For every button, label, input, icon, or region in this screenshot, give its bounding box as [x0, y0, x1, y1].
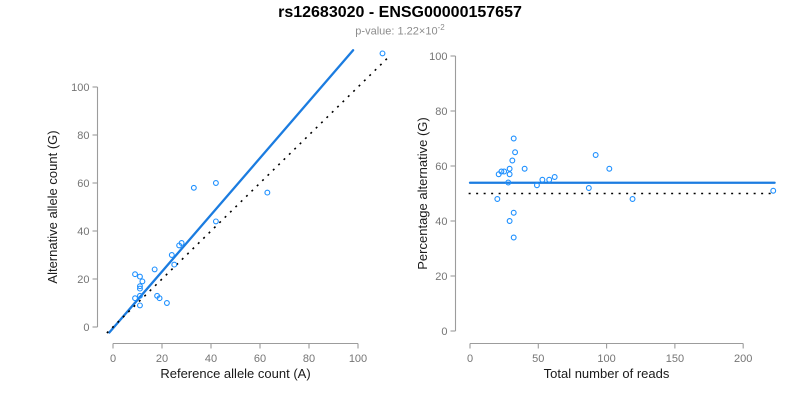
y-axis-tick-label: 40 — [435, 216, 447, 228]
data-point — [190, 184, 197, 191]
data-point — [171, 261, 178, 268]
y-axis-tick-label: 80 — [435, 106, 447, 118]
data-point — [137, 285, 143, 292]
y-axis-tick-label: 80 — [77, 130, 89, 142]
x-axis-tick-label: 80 — [303, 353, 315, 365]
x-axis-tick-label: 50 — [532, 353, 544, 365]
data-point — [137, 283, 143, 290]
data-point — [512, 149, 519, 156]
y-axis-tick-label: 100 — [71, 82, 89, 94]
x-axis-tick-label: 0 — [467, 353, 473, 365]
left-plot-axes: 0 20 40 60 80 100 0 20 40 60 80 100 — [71, 82, 367, 365]
data-point — [506, 165, 513, 172]
right-plot: 0 50 100 150 200 0 20 40 60 80 100 Total number of… — [415, 51, 777, 381]
left-plot-lines — [106, 49, 390, 334]
data-point — [137, 302, 143, 309]
data-point — [139, 278, 146, 285]
data-point — [505, 179, 512, 186]
data-point — [592, 152, 599, 158]
data-point — [151, 266, 158, 273]
pvalue-text: p-value: 1.22×10 — [355, 25, 438, 38]
data-point — [212, 218, 219, 225]
data-point — [629, 196, 636, 202]
identity-y-equals-x-line — [106, 56, 390, 334]
x-axis-tick-label: 60 — [254, 353, 266, 365]
data-point — [585, 185, 592, 191]
data-point — [137, 273, 143, 280]
regression-fit-line — [108, 49, 355, 334]
data-point — [510, 135, 517, 142]
plot-subtitle: p-value: 1.22×10-2 — [0, 23, 800, 38]
left-plot-x-axis-title: Reference allele count (A) — [160, 366, 310, 381]
data-point — [510, 234, 517, 241]
data-point — [156, 295, 163, 302]
data-point — [498, 168, 505, 175]
y-axis-tick-label: 40 — [77, 226, 89, 238]
x-axis-tick-label: 40 — [205, 353, 217, 365]
y-axis-tick-label: 100 — [429, 51, 447, 63]
data-point — [606, 165, 613, 172]
x-axis-tick-label: 20 — [156, 353, 168, 365]
x-axis-tick-label: 200 — [734, 353, 752, 365]
pvalue-exponent: -2 — [437, 23, 445, 32]
right-plot-lines — [468, 181, 776, 195]
x-axis-tick-label: 0 — [110, 353, 116, 365]
data-point — [506, 171, 513, 178]
right-plot-x-axis-title: Total number of reads — [544, 366, 670, 381]
data-point — [494, 196, 501, 202]
data-point — [509, 157, 516, 164]
data-point — [132, 271, 139, 278]
left-plot-points — [132, 50, 386, 309]
plot-title: rs12683020 - ENSG00000157657 — [278, 4, 522, 21]
data-point — [163, 300, 170, 306]
data-point — [539, 176, 546, 183]
y-axis-tick-label: 60 — [77, 178, 89, 190]
y-axis-tick-label: 20 — [77, 274, 89, 286]
right-plot-y-axis-title: Percentage alternative (G) — [415, 117, 430, 269]
x-axis-tick-label: 100 — [349, 353, 367, 365]
data-point — [546, 176, 553, 183]
data-point — [264, 189, 271, 196]
data-point — [533, 182, 540, 189]
y-axis-tick-label: 20 — [435, 271, 447, 283]
data-point — [510, 209, 517, 216]
left-plot-y-axis-title: Alternative allele count (G) — [45, 130, 60, 283]
data-point — [506, 218, 513, 224]
left-plot: 0 20 40 60 80 100 0 20 40 60 80 100 Reference allel… — [45, 49, 390, 381]
data-point — [770, 187, 777, 194]
y-axis-tick-label: 0 — [83, 322, 89, 334]
data-point — [137, 292, 143, 299]
data-point — [178, 240, 185, 246]
right-plot-points — [494, 135, 777, 241]
y-axis-tick-label: 0 — [441, 326, 447, 338]
y-axis-tick-label: 60 — [435, 161, 447, 173]
data-point — [551, 174, 558, 180]
data-point — [379, 50, 386, 57]
x-axis-tick-label: 100 — [597, 353, 615, 365]
data-point — [212, 180, 219, 186]
data-point — [168, 252, 175, 258]
data-point — [132, 295, 139, 302]
data-point — [501, 168, 508, 175]
data-point — [521, 165, 528, 172]
x-axis-tick-label: 150 — [666, 353, 684, 365]
right-plot-axes: 0 50 100 150 200 0 20 40 60 80 100 — [429, 51, 752, 365]
